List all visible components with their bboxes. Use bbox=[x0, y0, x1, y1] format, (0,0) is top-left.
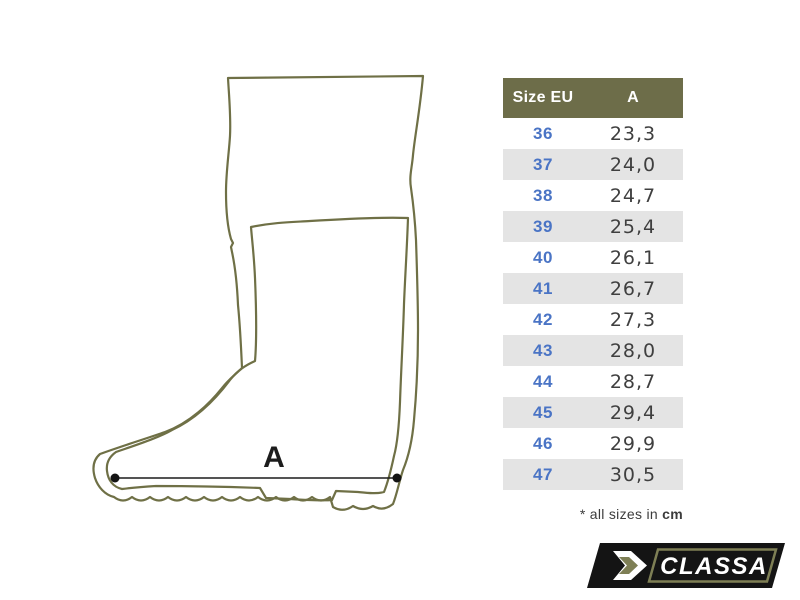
table-row: 40 26,1 bbox=[503, 242, 683, 273]
boot-outer-outline bbox=[92, 74, 425, 511]
value-cell: 29,9 bbox=[609, 432, 657, 455]
value-cell: 30,5 bbox=[609, 463, 657, 486]
footnote: * all sizes in cm bbox=[503, 506, 683, 522]
table-row: 38 24,7 bbox=[503, 180, 683, 211]
measurement-endpoint-left bbox=[110, 473, 120, 483]
table-row: 46 29,9 bbox=[503, 428, 683, 459]
logo-text-frame bbox=[647, 548, 778, 583]
value-cell: 27,3 bbox=[609, 308, 657, 331]
value-cell: 23,3 bbox=[609, 122, 657, 145]
boot-diagram: A bbox=[60, 50, 460, 540]
brand-logo: CLASSA bbox=[586, 542, 786, 589]
table-row: 44 28,7 bbox=[503, 366, 683, 397]
size-cell: 46 bbox=[533, 433, 553, 453]
size-cell: 45 bbox=[533, 402, 553, 422]
table-header: Size EU A bbox=[503, 78, 683, 118]
logo-text: CLASSA bbox=[660, 553, 768, 580]
size-cell: 37 bbox=[533, 154, 553, 174]
size-cell: 36 bbox=[533, 123, 553, 143]
logo-background bbox=[587, 543, 785, 588]
size-cell: 47 bbox=[533, 464, 553, 484]
table-row: 41 26,7 bbox=[503, 273, 683, 304]
table-row: 43 28,0 bbox=[503, 335, 683, 366]
value-cell: 25,4 bbox=[609, 215, 657, 238]
table-body: 36 23,3 37 24,0 38 24,7 39 25,4 40 26,1 … bbox=[503, 118, 683, 490]
size-cell: 39 bbox=[533, 216, 553, 236]
table-row: 47 30,5 bbox=[503, 459, 683, 490]
measurement-a: A bbox=[110, 441, 402, 483]
footnote-unit: cm bbox=[662, 506, 683, 522]
measurement-endpoint-right bbox=[392, 473, 402, 483]
value-cell: 28,7 bbox=[609, 370, 657, 393]
value-cell: 24,7 bbox=[609, 184, 657, 207]
size-cell: 44 bbox=[533, 371, 553, 391]
size-cell: 42 bbox=[533, 309, 553, 329]
footnote-text: * all sizes in bbox=[579, 506, 663, 522]
table-row: 42 27,3 bbox=[503, 304, 683, 335]
value-cell: 24,0 bbox=[609, 153, 657, 176]
value-cell: 26,7 bbox=[609, 277, 657, 300]
measurement-label: A bbox=[263, 441, 285, 474]
value-cell: 29,4 bbox=[609, 401, 657, 424]
size-cell: 41 bbox=[533, 278, 553, 298]
size-table: Size EU A 36 23,3 37 24,0 38 24,7 39 25,… bbox=[503, 78, 683, 490]
boot-drawing-svg: A bbox=[92, 74, 425, 511]
size-cell: 43 bbox=[533, 340, 553, 360]
table-row: 37 24,0 bbox=[503, 149, 683, 180]
table-row: 36 23,3 bbox=[503, 118, 683, 149]
table-row: 39 25,4 bbox=[503, 211, 683, 242]
size-cell: 40 bbox=[533, 247, 553, 267]
boot-inner-outline bbox=[105, 216, 410, 502]
brand-logo-svg: CLASSA bbox=[587, 543, 785, 588]
value-cell: 26,1 bbox=[609, 246, 657, 269]
header-size-eu: Size EU bbox=[512, 89, 574, 106]
header-a: A bbox=[627, 89, 639, 106]
brand-arrow-icon bbox=[613, 551, 647, 580]
table-row: 45 29,4 bbox=[503, 397, 683, 428]
value-cell: 28,0 bbox=[609, 339, 657, 362]
size-cell: 38 bbox=[533, 185, 553, 205]
